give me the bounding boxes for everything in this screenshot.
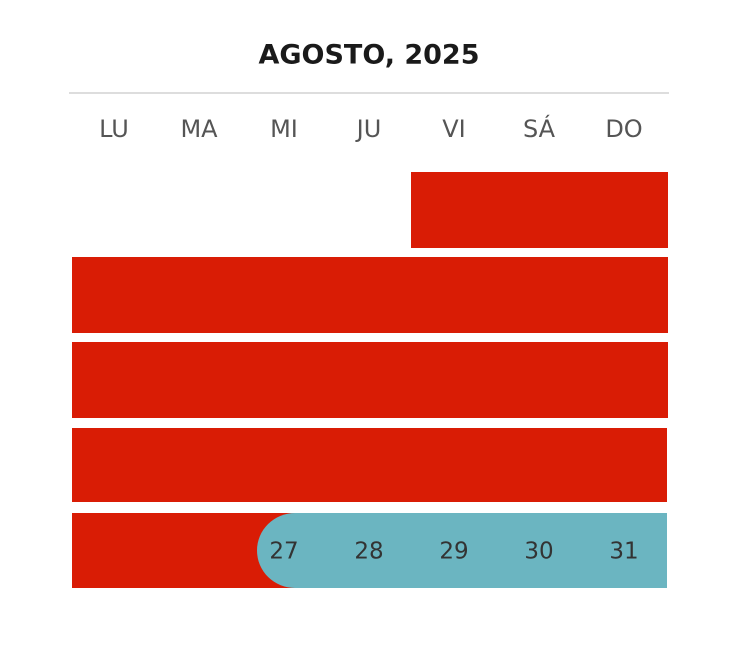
day-number[interactable]: 30 [524,539,553,565]
month-title: AGOSTO, 2025 [258,40,479,71]
weekday-label: MI [270,115,298,143]
weekday-row: LU MA MI JU VI SÁ DO [99,114,643,143]
day-number[interactable]: 31 [609,539,638,565]
weekday-label: SÁ [523,114,556,143]
weekday-label: JU [355,115,382,143]
selected-range[interactable] [257,513,667,588]
day-number[interactable]: 29 [439,539,468,565]
redacted-row [72,428,667,502]
weekday-label: MA [180,115,218,143]
day-row: 27 28 29 30 31 [269,539,638,565]
redacted-row [411,172,668,248]
weekday-label: VI [442,115,466,143]
weekday-label: LU [99,115,129,143]
weekday-label: DO [605,115,642,143]
redacted-row [72,257,668,333]
redacted-row [72,342,668,418]
day-number[interactable]: 27 [269,539,298,565]
day-number[interactable]: 28 [354,539,383,565]
